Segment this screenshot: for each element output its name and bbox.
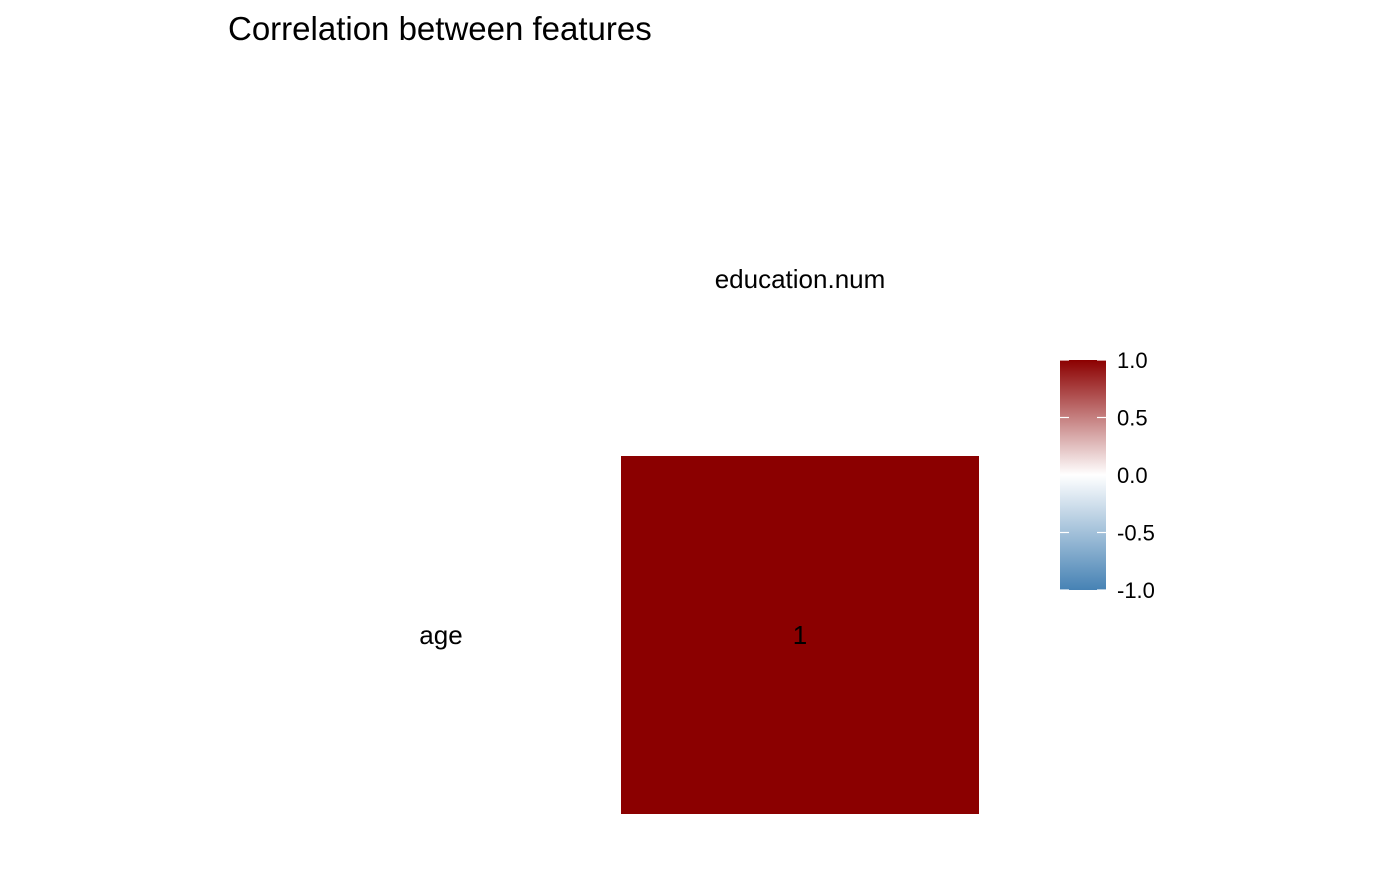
color-legend: 1.0 0.5 0.0 -0.5 -1.0 [1060, 348, 1155, 603]
heatmap-cell [621, 456, 979, 814]
legend-tick-label: 0.0 [1117, 463, 1148, 488]
legend-ticks: 1.0 0.5 0.0 -0.5 -1.0 [1060, 348, 1155, 603]
x-tick-label: education.num [715, 264, 886, 294]
y-tick-label: age [419, 620, 462, 650]
legend-tick-label: 0.5 [1117, 406, 1148, 431]
y-axis-tick-labels: age [419, 620, 462, 650]
legend-tick-label: -0.5 [1117, 521, 1155, 546]
chart-title: Correlation between features [228, 10, 652, 47]
legend-tick-label: -1.0 [1117, 578, 1155, 603]
heatmap-cell-label: 1 [793, 620, 807, 650]
x-axis-tick-labels: education.num [715, 264, 886, 294]
legend-tick-label: 1.0 [1117, 348, 1148, 373]
heatmap-cells: 1 [621, 456, 979, 814]
